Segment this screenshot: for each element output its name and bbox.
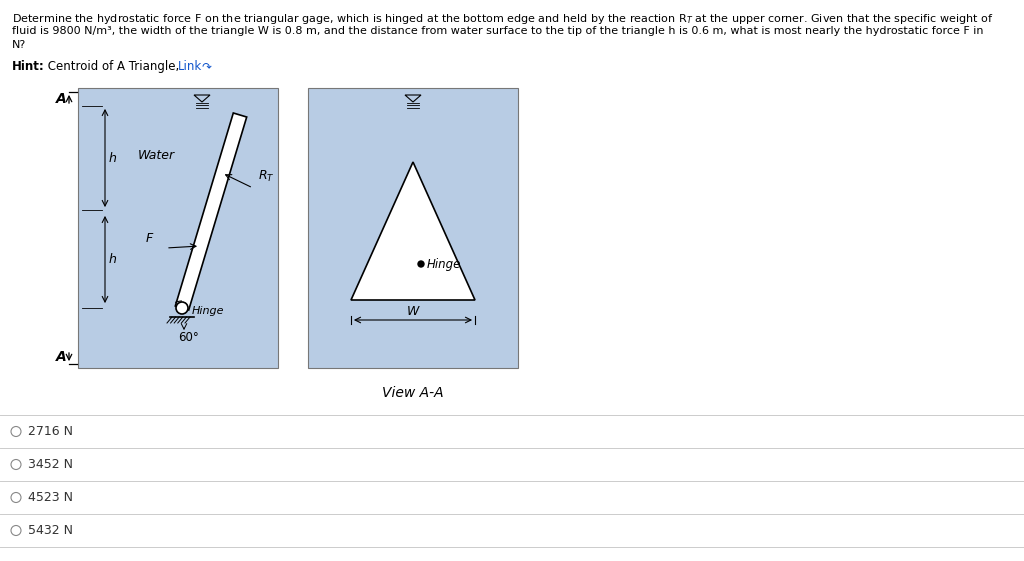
Circle shape (418, 261, 424, 267)
Text: 4523 N: 4523 N (28, 491, 73, 504)
Text: Hint:: Hint: (12, 60, 45, 73)
Text: $R_T$: $R_T$ (258, 169, 274, 184)
Text: 5432 N: 5432 N (28, 524, 73, 537)
Circle shape (11, 459, 22, 470)
Text: Centroid of A Triangle,: Centroid of A Triangle, (44, 60, 183, 73)
Text: 60°: 60° (178, 331, 199, 344)
Text: Hinge: Hinge (193, 306, 224, 316)
Polygon shape (175, 113, 247, 310)
Text: W: W (407, 305, 419, 318)
Circle shape (11, 493, 22, 503)
Bar (78, 88, 278, 368)
Text: ↷: ↷ (202, 60, 212, 73)
Text: fluid is 9800 N/m³, the width of the triangle W is 0.8 m, and the distance from : fluid is 9800 N/m³, the width of the tri… (12, 26, 983, 36)
Text: A: A (56, 350, 67, 364)
Text: Water: Water (138, 149, 175, 162)
Text: Determine the hydrostatic force F on the triangular gage, which is hinged at the: Determine the hydrostatic force F on the… (12, 12, 993, 26)
Text: F: F (146, 232, 154, 245)
Bar (308, 88, 518, 368)
Circle shape (11, 526, 22, 536)
Text: 2716 N: 2716 N (28, 425, 73, 438)
Text: N?: N? (12, 40, 27, 50)
Text: h: h (109, 252, 117, 265)
Circle shape (176, 302, 188, 314)
Polygon shape (351, 162, 475, 300)
Text: View A-A: View A-A (382, 386, 443, 400)
Text: Hinge: Hinge (427, 257, 462, 270)
Text: 3452 N: 3452 N (28, 458, 73, 471)
Text: A: A (56, 92, 67, 106)
Circle shape (11, 426, 22, 436)
Text: Link: Link (178, 60, 203, 73)
Text: h: h (109, 151, 117, 164)
